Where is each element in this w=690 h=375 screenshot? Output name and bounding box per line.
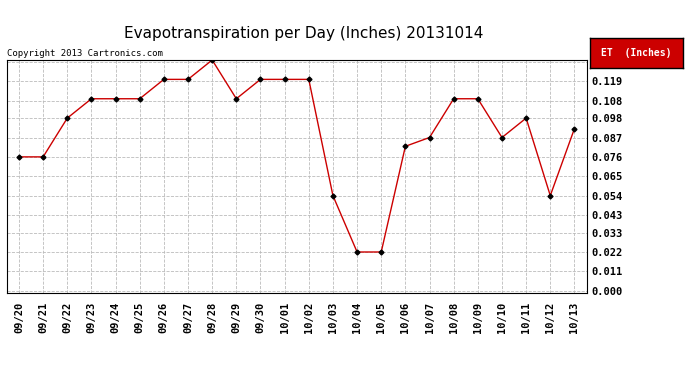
Text: Evapotranspiration per Day (Inches) 20131014: Evapotranspiration per Day (Inches) 2013…: [124, 26, 483, 41]
Text: ET  (Inches): ET (Inches): [601, 48, 672, 57]
Text: Copyright 2013 Cartronics.com: Copyright 2013 Cartronics.com: [7, 49, 163, 58]
